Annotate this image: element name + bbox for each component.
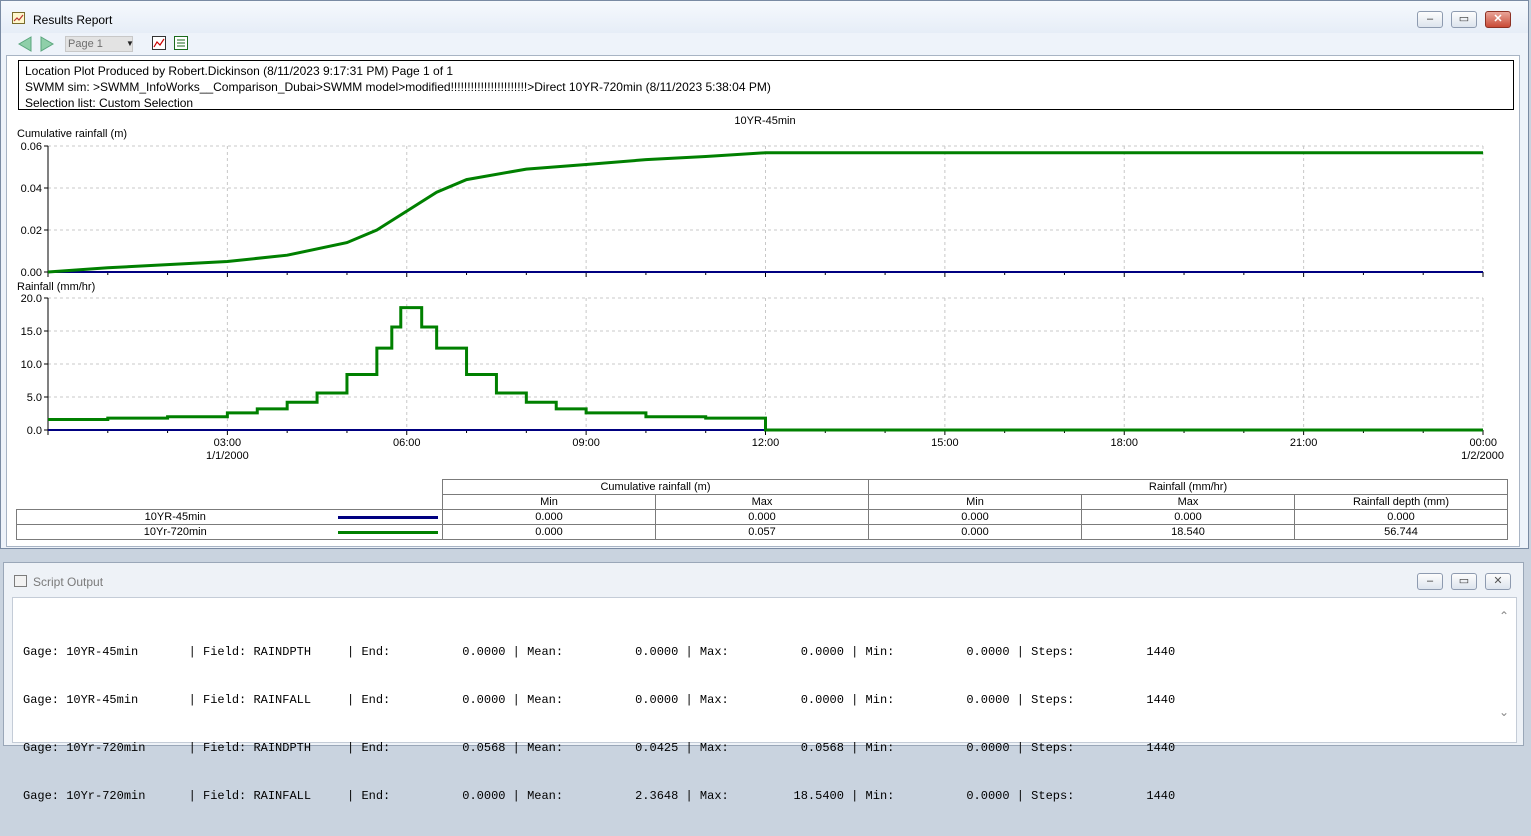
chart1-ylabel: Cumulative rainfall (m) [17, 128, 127, 140]
rainfall-intensity-chart: 0.0 5.0 10.0 15.0 20.0 [21, 293, 1484, 437]
report-header: Location Plot Produced by Robert.Dickins… [18, 60, 1514, 110]
close-icon[interactable]: ✕ [1485, 573, 1511, 590]
stats-cell: 0.000 [868, 524, 1082, 540]
stats-cell: 0.000 [868, 509, 1082, 525]
script-output-window: Script Output – ▭ ✕ Gage: 10YR-45min | F… [3, 562, 1524, 803]
script-window-icon [14, 575, 27, 587]
back-arrow-icon[interactable] [17, 35, 33, 53]
report-window-icon [12, 12, 25, 24]
report-toolbar: Page 1 ▼ [11, 35, 411, 53]
script-output-line: Gage: 10Yr-720min | Field: RAINDPTH | En… [23, 741, 1176, 755]
stats-group-rainfall: Rainfall (mm/hr) [868, 479, 1508, 495]
x-tick-date-label: 1/2/2000 [1461, 450, 1504, 462]
y-tick-label: 20.0 [21, 293, 42, 305]
close-icon[interactable]: ✕ [1485, 11, 1511, 28]
chart-title: 10YR-45min [734, 115, 795, 127]
y-tick-label: 0.02 [21, 225, 42, 237]
table-row: 10Yr-720min 0.000 0.057 0.000 18.540 56.… [16, 524, 1508, 540]
x-tick-date-label: 1/1/2000 [206, 450, 249, 462]
report-header-line: SWMM sim: >SWMM_InfoWorks__Comparison_Du… [25, 80, 771, 94]
script-window-title: Script Output [33, 575, 104, 589]
report-window-title: Results Report [33, 13, 113, 27]
y-tick-label: 0.0 [27, 425, 42, 437]
scroll-up-icon[interactable]: ⌃ [1498, 609, 1510, 623]
script-output-line: Gage: 10YR-45min | Field: RAINFALL | End… [23, 693, 1176, 707]
page-select[interactable]: Page 1 [65, 36, 133, 52]
y-tick-label: 5.0 [27, 392, 42, 404]
forward-arrow-icon[interactable] [39, 35, 55, 53]
series-swatch [333, 509, 443, 525]
script-output-body[interactable]: Gage: 10YR-45min | Field: RAINDPTH | End… [12, 597, 1517, 803]
x-tick-label: 15:00 [931, 437, 959, 449]
stats-col-header: Max [1081, 494, 1295, 510]
chart2-ylabel: Rainfall (mm/hr) [17, 281, 95, 293]
report-header-line: Location Plot Produced by Robert.Dickins… [25, 64, 454, 78]
script-output-line: Gage: 10YR-45min | Field: RAINDPTH | End… [23, 645, 1176, 659]
stats-group-cumulative: Cumulative rainfall (m) [442, 479, 869, 495]
stats-col-header: Min [868, 494, 1082, 510]
script-output-line: Gage: 10Yr-720min | Field: RAINFALL | En… [23, 789, 1176, 803]
stats-table: Cumulative rainfall (m) Rainfall (mm/hr)… [16, 479, 1508, 540]
time-axis: 03:001/1/2000 06:00 09:00 12:00 15:00 18:00 21… [206, 437, 1504, 462]
x-tick-label: 09:00 [572, 437, 600, 449]
series-line-10Yr-720min [48, 306, 1483, 432]
x-tick-label: 06:00 [393, 437, 421, 449]
stats-cell: 0.000 [655, 509, 869, 525]
stats-cell: 56.744 [1294, 524, 1508, 540]
rainfall-charts: 10YR-45min Cumulative rainfall (m) Rainf… [17, 115, 1504, 462]
series-name: 10Yr-720min [16, 524, 334, 540]
y-tick-label: 15.0 [21, 326, 42, 338]
stats-cell: 18.540 [1081, 524, 1295, 540]
report-content: Location Plot Produced by Robert.Dickins… [6, 55, 1520, 547]
stats-col-header: Rainfall depth (mm) [1294, 494, 1508, 510]
stats-col-header: Max [655, 494, 869, 510]
series-name: 10YR-45min [16, 509, 334, 525]
restore-icon[interactable]: ▭ [1451, 11, 1477, 28]
table-row: 10YR-45min 0.000 0.000 0.000 0.000 0.000 [16, 509, 1508, 525]
cumulative-rainfall-chart: 0.00 0.02 0.04 0.06 [21, 141, 1484, 279]
series-line-10Yr-720min [47, 151, 1483, 274]
minimize-icon[interactable]: – [1417, 573, 1443, 590]
stats-cell: 0.057 [655, 524, 869, 540]
stats-cell: 0.000 [1081, 509, 1295, 525]
script-output-text: Gage: 10YR-45min | Field: RAINDPTH | End… [23, 612, 1175, 836]
x-tick-label: 03:00 [214, 437, 242, 449]
results-report-window: Results Report – ▭ ✕ Page 1 ▼ Location P… [0, 0, 1529, 549]
y-tick-label: 0.04 [21, 183, 42, 195]
x-tick-label: 21:00 [1290, 437, 1318, 449]
series-swatch [333, 524, 443, 540]
script-titlebar[interactable]: Script Output – ▭ ✕ [4, 563, 1523, 593]
x-tick-label: 12:00 [752, 437, 780, 449]
y-tick-label: 0.00 [21, 267, 42, 279]
table-icon[interactable] [174, 36, 188, 50]
stats-cell: 0.000 [1294, 509, 1508, 525]
stats-cell: 0.000 [442, 509, 656, 525]
x-tick-label: 18:00 [1110, 437, 1138, 449]
stats-col-header: Min [442, 494, 656, 510]
chevron-down-icon[interactable]: ▼ [126, 39, 134, 48]
y-tick-label: 0.06 [21, 141, 42, 153]
x-tick-label: 00:00 [1469, 437, 1497, 449]
restore-icon[interactable]: ▭ [1451, 573, 1477, 590]
chart-icon[interactable] [152, 36, 166, 50]
report-header-line: Selection list: Custom Selection [25, 96, 194, 110]
y-tick-label: 10.0 [21, 359, 42, 371]
minimize-icon[interactable]: – [1417, 11, 1443, 28]
scroll-down-icon[interactable]: ⌄ [1498, 705, 1510, 719]
stats-cell: 0.000 [442, 524, 656, 540]
report-titlebar[interactable]: Results Report – ▭ ✕ [1, 1, 1528, 33]
